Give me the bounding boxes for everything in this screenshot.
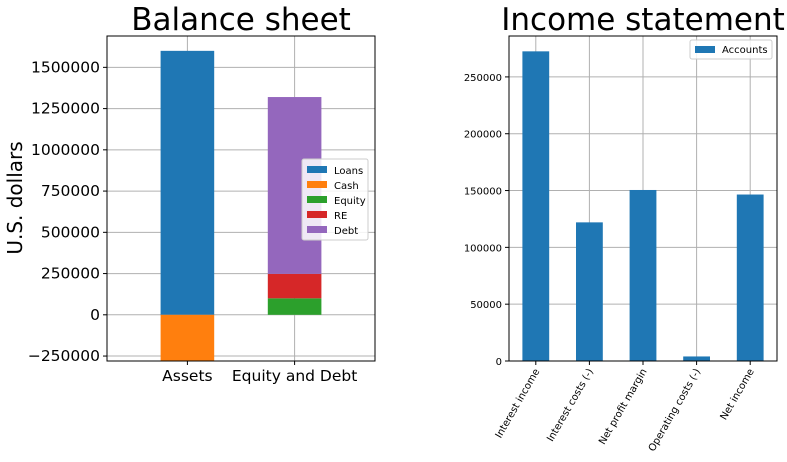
y-tick-label: 1000000 [31,141,100,159]
y-tick-label: 250000 [41,265,100,283]
legend-swatch [307,181,327,188]
y-axis-label: U.S. dollars [3,141,27,254]
y-tick-label: 750000 [41,182,100,200]
bar-accounts-3 [683,356,710,361]
y-tick-label: −250000 [28,347,100,365]
x-ticks: Interest income Interest costs (-) Net pro… [494,361,757,454]
bar-cash-0 [160,314,215,361]
legend-box [689,39,773,60]
y-tick-label: 0 [496,357,502,368]
legend-swatch [307,166,327,173]
legend: Loans Cash Equity RE Debt [301,158,369,241]
chart-title: Balance sheet [131,2,351,38]
y-tick-label: 250000 [464,73,502,84]
y-tick-label: 100000 [464,243,502,254]
bars [522,51,764,361]
x-ticks: Assets Equity and Debt [162,361,357,385]
plot-frame [106,35,376,362]
legend: Accounts [689,39,773,60]
y-ticks: 0 50000 100000 150000 200000 250000 [464,73,509,368]
y-tick-label: 150000 [464,187,502,198]
y-tick-label: 500000 [41,223,100,241]
x-tick-label: Assets [162,367,212,385]
x-tick-label: Net income [719,367,757,422]
bar-accounts-1 [576,222,603,361]
legend-label: Debt [334,226,358,237]
bar-equity-1 [267,298,322,315]
legend-label: Equity [334,196,366,207]
chart-title: Income statement [501,2,785,38]
bar-accounts-2 [629,189,657,361]
bar-loans-0 [160,50,215,315]
x-tick-label: Operating costs (-) [647,367,703,454]
x-tick-label: Interest income [494,367,543,440]
income-statement-chart: Income statement 0 50000 100000 150000 20000… [464,2,785,454]
legend-swatch [695,46,715,53]
bar-re-1 [267,273,322,299]
legend-label: Loans [334,166,363,177]
y-ticks: −250000 0 250000 500000 750000 1000000 1250000… [28,58,107,365]
y-tick-label: 0 [90,306,100,324]
x-tick-label: Net profit margin [597,367,649,447]
bar-accounts-4 [736,194,764,361]
legend-box [301,158,369,241]
legend-label: RE [334,211,347,222]
y-tick-label: 1500000 [31,58,100,76]
legend-swatch [307,211,327,218]
bar-accounts-0 [522,51,550,361]
balance-sheet-chart: Balance sheet U.S. dollars −250000 0 25000… [3,2,376,385]
y-tick-label: 200000 [464,130,502,141]
legend-swatch [307,226,327,233]
y-tick-label: 50000 [470,300,502,311]
legend-label: Cash [334,181,359,192]
y-tick-label: 1250000 [31,100,100,118]
x-tick-label: Equity and Debt [232,367,357,385]
legend-swatch [307,196,327,203]
legend-label: Accounts [722,45,768,56]
x-tick-label: Interest costs (-) [545,367,596,444]
